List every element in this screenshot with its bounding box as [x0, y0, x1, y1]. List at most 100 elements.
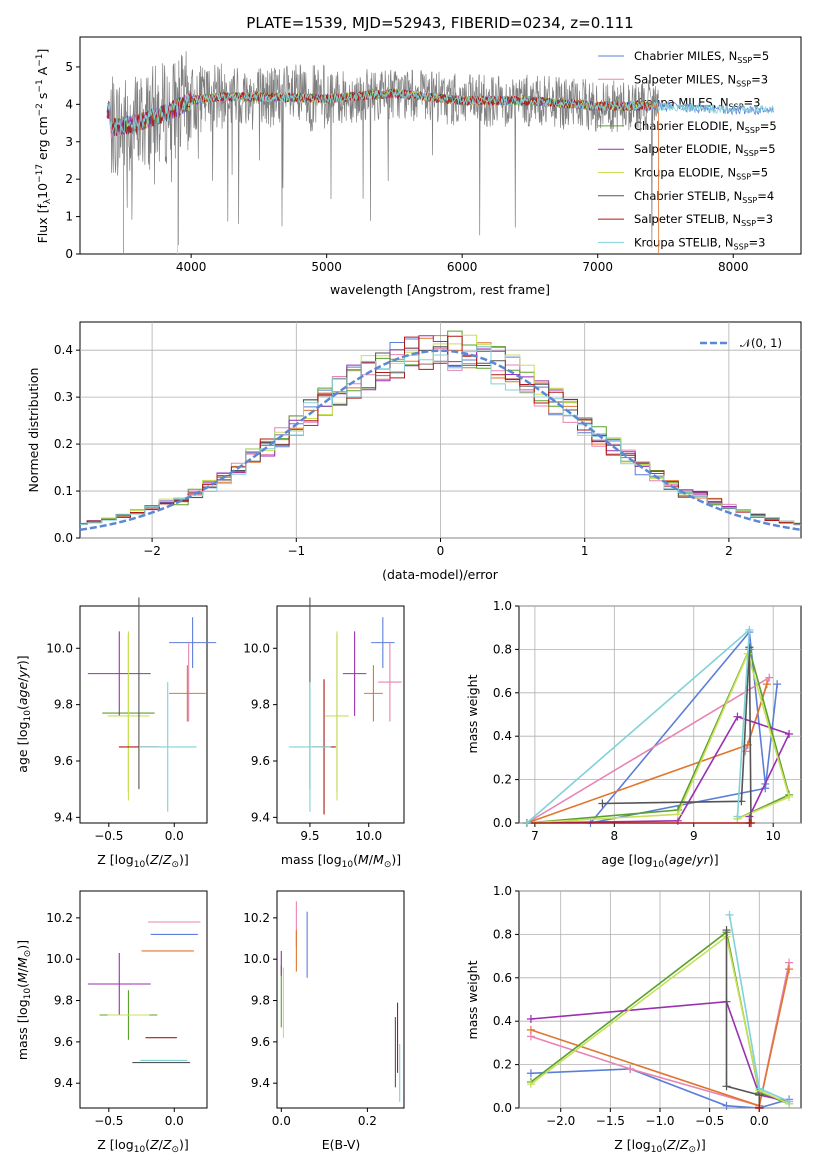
- weight-vs-age-marker-kroupa_stelib: [522, 819, 531, 827]
- mass-vs-ebv-ytick-label: 10.2: [243, 911, 270, 925]
- age-vs-z-xtick-label: −0.5: [94, 829, 123, 843]
- residual-xtick-label: 0: [437, 544, 445, 558]
- weight-vs-age-xtick-label: 10: [766, 829, 781, 843]
- weight-vs-z-ytick-label: 0.2: [493, 1058, 512, 1072]
- age-vs-mass-xtick-label: 9.5: [300, 829, 319, 843]
- weight-vs-age-ytick-label: 0.2: [493, 773, 512, 787]
- spectrum-ytick-label: 4: [65, 97, 73, 111]
- figure-title: PLATE=1539, MJD=52943, FIBERID=0234, z=0…: [246, 14, 633, 32]
- weight-vs-z-marker-kroupa_stelib: [755, 1084, 764, 1093]
- weight-vs-z-marker-chabrier_miles: [722, 1101, 731, 1110]
- mass-vs-ebv-frame: [276, 890, 405, 1109]
- weight-vs-age-marker-chabrier_miles: [773, 680, 782, 689]
- mass-vs-z-panel: Z [log10(Z/Z⊙)] mass [log10(M/M⊙)] −0.5 0…: [15, 890, 208, 1155]
- weight-vs-age-xlabel: age [log10(age/yr)]: [601, 852, 718, 870]
- weight-vs-age-ylabel: mass weight: [465, 674, 480, 753]
- residual-ytick-label: 0.1: [54, 484, 73, 498]
- weight-vs-age-xtick-label: 7: [531, 829, 539, 843]
- observed-spectrum: [109, 51, 659, 248]
- weight-vs-z-grid: [519, 890, 801, 1109]
- weight-vs-age-marker-salpeter_stelib: [746, 819, 755, 827]
- weight-vs-z-ticks: −2.0 −1.5 −1.0 −0.5 0.0 0.0 0.2 0.4 0.6 0.8 1.0: [493, 884, 769, 1128]
- residual-grid: [80, 322, 801, 539]
- spectrum-ylabel: Flux [fλ10−17 erg cm−2 s−1 A−1]: [35, 49, 53, 244]
- residual-xtick-label: 1: [581, 544, 589, 558]
- age-vs-mass-points: [288, 597, 402, 815]
- residual-xtick-label: 2: [725, 544, 733, 558]
- mass-vs-ebv-ytick-label: 9.8: [251, 994, 270, 1008]
- weight-vs-z-ylabel: mass weight: [465, 960, 480, 1039]
- mass-vs-z-frame: [79, 890, 208, 1109]
- spectrum-frame: [79, 36, 802, 255]
- age-vs-z-ytick-label: 10.0: [46, 641, 73, 655]
- weight-vs-age-marker-salpeter_miles: [765, 673, 774, 682]
- weight-vs-age-ytick-label: 1.0: [493, 599, 512, 613]
- weight-vs-age-marker-salpeter_miles: [741, 747, 750, 756]
- mass-vs-ebv-points: [280, 901, 401, 1102]
- spectrum-ytick-label: 0: [65, 247, 73, 261]
- weight-vs-z-line-kroupa_elodie: [530, 935, 790, 1105]
- age-vs-mass-panel: mass [log10(M/M⊙)] 9.5 10.0 9.4 9.6 9.8 10.0: [243, 597, 405, 870]
- mass-vs-ebv-ytick-label: 10.0: [243, 952, 270, 966]
- weight-vs-z-marker-kroupa_miles: [785, 965, 794, 974]
- mass-vs-z-ytick-label: 9.4: [54, 1076, 73, 1090]
- age-vs-z-ticks: −0.5 0.0 9.4 9.6 9.8 10.0: [46, 641, 184, 843]
- weight-vs-age-marker-salpeter_elodie: [733, 712, 742, 721]
- spectrum-ytick-label: 1: [65, 210, 73, 224]
- spectrum-xtick-label: 6000: [447, 260, 478, 274]
- weight-vs-age-ytick-label: 0.8: [493, 642, 512, 656]
- weight-vs-z-marker-kroupa_stelib: [785, 1097, 794, 1106]
- weight-vs-z-marker-kroupa_elodie: [526, 1080, 535, 1089]
- weight-vs-age-ticks: 7 8 9 10 0.0 0.2 0.4 0.6 0.8 1.0: [493, 599, 781, 843]
- residual-ticks: −2 −1 0 1 2 0.0 0.1 0.2 0.3 0.4: [54, 343, 733, 558]
- age-vs-z-ytick-label: 9.6: [54, 754, 73, 768]
- weight-vs-z-ytick-label: 0.4: [493, 1014, 512, 1028]
- weight-vs-age-marker-kroupa_stelib: [733, 812, 742, 821]
- weight-vs-age-xtick-label: 9: [690, 829, 698, 843]
- weight-vs-age-marker-chabrier_stelib: [745, 643, 754, 652]
- residual-histograms: [79, 330, 802, 532]
- age-vs-mass-ytick-label: 9.6: [251, 754, 270, 768]
- weight-vs-z-marker-chabrier_miles: [526, 1069, 535, 1078]
- mass-vs-z-ytick-label: 9.8: [54, 994, 73, 1008]
- spectrum-xtick-label: 4000: [176, 260, 207, 274]
- residual-xtick-label: −2: [143, 544, 161, 558]
- weight-vs-age-marker-chabrier_stelib: [598, 799, 607, 808]
- weight-vs-z-xtick-label: −2.0: [546, 1114, 575, 1128]
- legend-label: Chabrier MILES, NSSP=5: [634, 49, 769, 65]
- weight-vs-z-marker-kroupa_miles: [526, 1025, 535, 1034]
- spectrum-xtick-label: 7000: [582, 260, 613, 274]
- normal-curve: [79, 349, 802, 532]
- weight-vs-z-panel: Z [log10(Z/Z⊙)] mass weight −2.0 −1.5 −1.0…: [465, 884, 802, 1155]
- spectrum-panel: wavelength [Angstrom, rest frame] Flux […: [35, 36, 802, 297]
- residual-legend: 𝒩(0, 1): [700, 336, 782, 350]
- mass-vs-z-xtick-label: 0.0: [165, 1114, 184, 1128]
- mass-vs-ebv-xlabel: E(B-V): [322, 1137, 361, 1152]
- model-spectrum-kroupa_miles: [123, 87, 660, 254]
- weight-vs-age-line-chabrier_stelib: [602, 647, 752, 824]
- weight-vs-age-marker-kroupa_miles: [762, 680, 771, 689]
- mass-vs-z-ytick-label: 10.2: [46, 911, 73, 925]
- residual-hist-chabrier_stelib: [80, 346, 801, 525]
- weight-vs-z-xtick-label: −1.0: [645, 1114, 674, 1128]
- spectrum-ticks: 4000 5000 6000 7000 8000 0 1 2 3 4 5: [65, 60, 748, 274]
- legend-label: Chabrier ELODIE, NSSP=5: [634, 119, 777, 135]
- age-vs-z-frame: [79, 605, 208, 824]
- spectrum-ytick-label: 3: [65, 135, 73, 149]
- mass-vs-ebv-ytick-label: 9.6: [251, 1035, 270, 1049]
- age-vs-mass-frame: [276, 605, 405, 824]
- spectrum-ytick-label: 2: [65, 172, 73, 186]
- age-vs-mass-xlabel: mass [log10(M/M⊙)]: [281, 852, 401, 870]
- weight-vs-age-ytick-label: 0.0: [493, 816, 512, 830]
- mass-vs-ebv-xtick-label: 0.2: [358, 1114, 377, 1128]
- weight-vs-z-xtick-label: −0.5: [695, 1114, 724, 1128]
- legend-label: Salpeter ELODIE, NSSP=5: [634, 142, 776, 158]
- age-vs-z-ytick-label: 9.8: [54, 698, 73, 712]
- mass-vs-ebv-ticks: 0.0 0.2 9.4 9.6 9.8 10.0 10.2: [243, 911, 377, 1128]
- weight-vs-age-xtick-label: 8: [611, 829, 619, 843]
- mass-vs-z-points: [87, 921, 201, 1064]
- mass-vs-ebv-panel: E(B-V) 0.0 0.2 9.4 9.6 9.8 10.0 10.2: [243, 890, 405, 1152]
- age-vs-z-xtick-label: 0.0: [165, 829, 184, 843]
- spectrum-xlabel: wavelength [Angstrom, rest frame]: [330, 282, 550, 297]
